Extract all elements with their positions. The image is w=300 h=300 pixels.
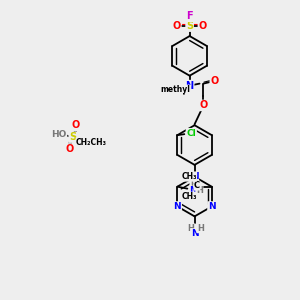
Text: methyl: methyl bbox=[175, 88, 180, 90]
Text: O: O bbox=[198, 21, 207, 31]
Text: S: S bbox=[186, 21, 193, 31]
Text: N: N bbox=[174, 202, 181, 211]
Text: O: O bbox=[66, 144, 74, 154]
Text: HO: HO bbox=[51, 130, 67, 139]
Text: N: N bbox=[191, 172, 198, 181]
Text: N: N bbox=[186, 81, 194, 91]
Text: O: O bbox=[210, 76, 218, 85]
Text: O: O bbox=[172, 21, 181, 31]
Text: methyl: methyl bbox=[175, 89, 180, 90]
Text: H: H bbox=[197, 224, 204, 233]
Text: H: H bbox=[190, 180, 197, 189]
Text: N: N bbox=[191, 229, 198, 238]
Text: Cl: Cl bbox=[186, 129, 196, 138]
Text: methyl: methyl bbox=[161, 86, 191, 95]
Text: N: N bbox=[190, 186, 197, 195]
Text: C: C bbox=[194, 181, 200, 190]
Text: O: O bbox=[200, 100, 208, 110]
Text: CH₃: CH₃ bbox=[181, 192, 197, 201]
Text: methyl: methyl bbox=[176, 90, 181, 91]
Text: O: O bbox=[72, 120, 80, 130]
Text: N: N bbox=[208, 202, 216, 211]
Text: CH₂CH₃: CH₂CH₃ bbox=[76, 138, 107, 147]
Text: H: H bbox=[196, 186, 203, 195]
Text: CH₃: CH₃ bbox=[181, 172, 197, 181]
Text: methyl: methyl bbox=[161, 85, 191, 94]
Text: F: F bbox=[186, 11, 193, 21]
Text: H: H bbox=[187, 224, 194, 233]
Text: S: S bbox=[69, 132, 76, 142]
